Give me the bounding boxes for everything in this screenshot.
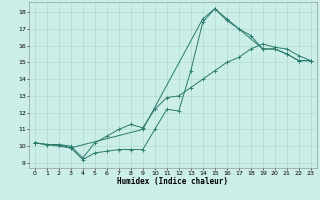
X-axis label: Humidex (Indice chaleur): Humidex (Indice chaleur) bbox=[117, 177, 228, 186]
